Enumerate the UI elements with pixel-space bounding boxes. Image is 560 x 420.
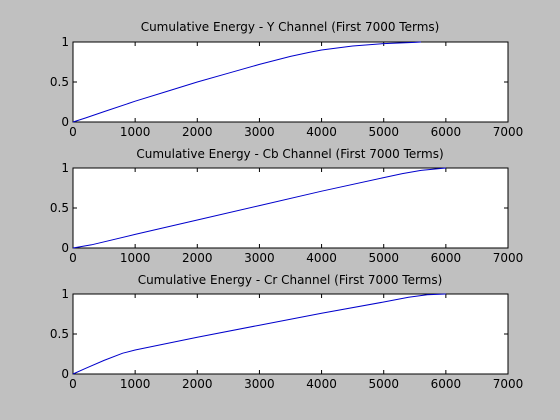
x-tick-label-y-channel: 5000 (368, 125, 399, 139)
x-tick-label-y-channel: 1000 (120, 125, 151, 139)
x-tick-label-cr-channel: 0 (69, 377, 77, 391)
plot-area-cr-channel (72, 293, 509, 375)
x-tick-label-cb-channel: 4000 (306, 251, 337, 265)
x-tick-label-y-channel: 7000 (493, 125, 524, 139)
x-tick-label-cb-channel: 0 (69, 251, 77, 265)
x-tick-label-cb-channel: 1000 (120, 251, 151, 265)
x-tick-label-y-channel: 4000 (306, 125, 337, 139)
x-tick-label-cr-channel: 4000 (306, 377, 337, 391)
y-tick-label-cb-channel: 0 (61, 241, 69, 255)
x-tick-label-y-channel: 0 (69, 125, 77, 139)
y-tick-label-cb-channel: 1 (61, 161, 69, 175)
axes-cr-channel: Cumulative Energy - Cr Channel (First 70… (50, 273, 523, 391)
axes-y-channel: Cumulative Energy - Y Channel (First 700… (50, 20, 523, 139)
y-tick-label-cr-channel: 1 (61, 287, 69, 301)
y-tick-label-y-channel: 1 (61, 35, 69, 49)
x-tick-label-cr-channel: 6000 (431, 377, 462, 391)
x-tick-label-cr-channel: 3000 (244, 377, 275, 391)
x-tick-label-y-channel: 2000 (182, 125, 213, 139)
y-tick-label-cr-channel: 0 (61, 367, 69, 381)
x-tick-label-cr-channel: 5000 (368, 377, 399, 391)
x-tick-label-y-channel: 6000 (431, 125, 462, 139)
y-tick-label-y-channel: 0 (61, 115, 69, 129)
x-tick-label-cb-channel: 5000 (368, 251, 399, 265)
series-line-y-channel (72, 41, 422, 123)
x-tick-label-y-channel: 3000 (244, 125, 275, 139)
x-tick-label-cb-channel: 3000 (244, 251, 275, 265)
chart-title-y-channel: Cumulative Energy - Y Channel (First 700… (141, 20, 440, 34)
x-tick-label-cb-channel: 6000 (431, 251, 462, 265)
chart-title-cr-channel: Cumulative Energy - Cr Channel (First 70… (138, 273, 443, 287)
x-tick-label-cb-channel: 2000 (182, 251, 213, 265)
y-tick-label-cr-channel: 0.5 (50, 327, 69, 341)
series-line-cr-channel (72, 293, 446, 375)
series-line-cb-channel (72, 167, 446, 249)
x-tick-label-cr-channel: 1000 (120, 377, 151, 391)
y-tick-label-cb-channel: 0.5 (50, 201, 69, 215)
plot-area-y-channel (72, 41, 509, 123)
axes-cb-channel: Cumulative Energy - Cb Channel (First 70… (50, 147, 523, 265)
y-tick-label-y-channel: 0.5 (50, 75, 69, 89)
chart-title-cb-channel: Cumulative Energy - Cb Channel (First 70… (136, 147, 443, 161)
x-tick-label-cr-channel: 2000 (182, 377, 213, 391)
plot-area-cb-channel (72, 167, 509, 249)
x-tick-label-cr-channel: 7000 (493, 377, 524, 391)
x-tick-label-cb-channel: 7000 (493, 251, 524, 265)
